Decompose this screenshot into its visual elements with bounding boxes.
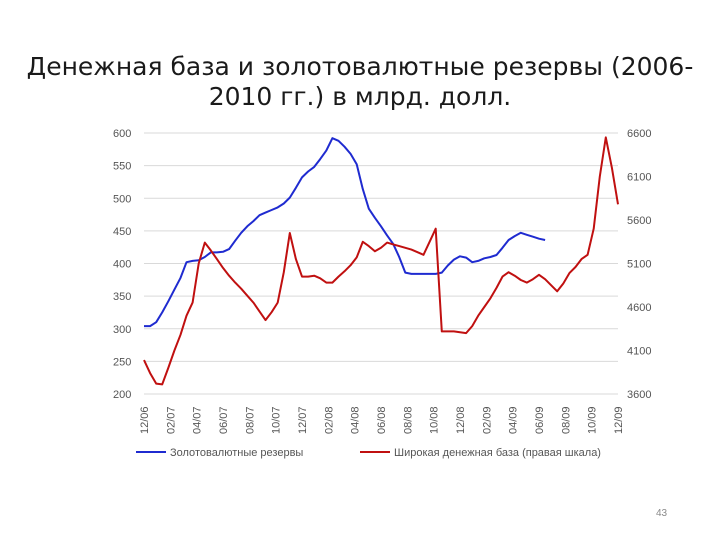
- right-tick-label: 3600: [627, 389, 651, 401]
- left-tick-label: 400: [113, 259, 131, 271]
- series-line-1: [144, 137, 546, 328]
- right-tick-label: 5100: [627, 259, 651, 271]
- series-line-2: [143, 136, 619, 386]
- legend-label: Золотовалютные резервы: [170, 447, 303, 459]
- left-tick-label: 350: [113, 291, 131, 303]
- x-tick-label: 04/07: [192, 406, 204, 434]
- left-tick-label: 550: [113, 161, 131, 173]
- x-tick-label: 08/08: [402, 406, 414, 434]
- left-tick-label: 600: [113, 128, 131, 140]
- x-tick-label: 08/09: [560, 406, 572, 434]
- x-tick-label: 12/06: [139, 406, 151, 434]
- slide-title-line-1: Денежная база и золотовалютные резервы (…: [26, 52, 694, 81]
- chart-series: [143, 136, 619, 386]
- x-tick-label: 08/07: [244, 406, 256, 434]
- slide-title: Денежная база и золотовалютные резервы (…: [20, 52, 700, 112]
- left-tick-label: 300: [113, 324, 131, 336]
- right-tick-label: 6600: [627, 128, 651, 140]
- x-axis-ticks: 12/06 02/07 04/07 06/07 08/07 10/07 12/07 02/08…: [139, 406, 625, 434]
- left-tick-label: 200: [113, 389, 131, 401]
- x-tick-label: 06/07: [218, 406, 230, 434]
- right-tick-label: 4600: [627, 302, 651, 314]
- x-tick-label: 12/09: [613, 406, 625, 434]
- x-tick-label: 10/07: [271, 406, 283, 434]
- chart-legend: Золотовалютные резервы Широкая денежная б…: [136, 447, 601, 459]
- x-tick-label: 06/08: [376, 406, 388, 434]
- x-tick-label: 04/08: [350, 406, 362, 434]
- x-tick-label: 10/09: [587, 406, 599, 434]
- page-number: 43: [656, 508, 668, 519]
- chart-gridlines: [144, 132, 618, 395]
- right-axis-ticks: 3600 4100 4600 5100 5600 6100 6600: [627, 128, 651, 401]
- right-tick-label: 5600: [627, 215, 651, 227]
- slide-title-line-2: 2010 гг.) в млрд. долл.: [208, 82, 512, 111]
- left-tick-label: 250: [113, 356, 131, 368]
- x-tick-label: 02/09: [481, 406, 493, 434]
- legend-label: Широкая денежная база (правая шкала): [394, 447, 601, 459]
- x-tick-label: 04/09: [508, 406, 520, 434]
- left-tick-label: 450: [113, 226, 131, 238]
- left-axis-ticks: 200 250 300 350 400 450 500 550 600: [113, 128, 131, 401]
- x-tick-label: 12/07: [297, 406, 309, 434]
- x-tick-label: 12/08: [455, 406, 467, 434]
- right-tick-label: 4100: [627, 346, 651, 358]
- x-tick-label: 02/07: [165, 406, 177, 434]
- x-tick-label: 02/08: [323, 406, 335, 434]
- x-tick-label: 06/09: [534, 406, 546, 434]
- x-tick-label: 10/08: [429, 406, 441, 434]
- right-tick-label: 6100: [627, 172, 651, 184]
- left-tick-label: 500: [113, 193, 131, 205]
